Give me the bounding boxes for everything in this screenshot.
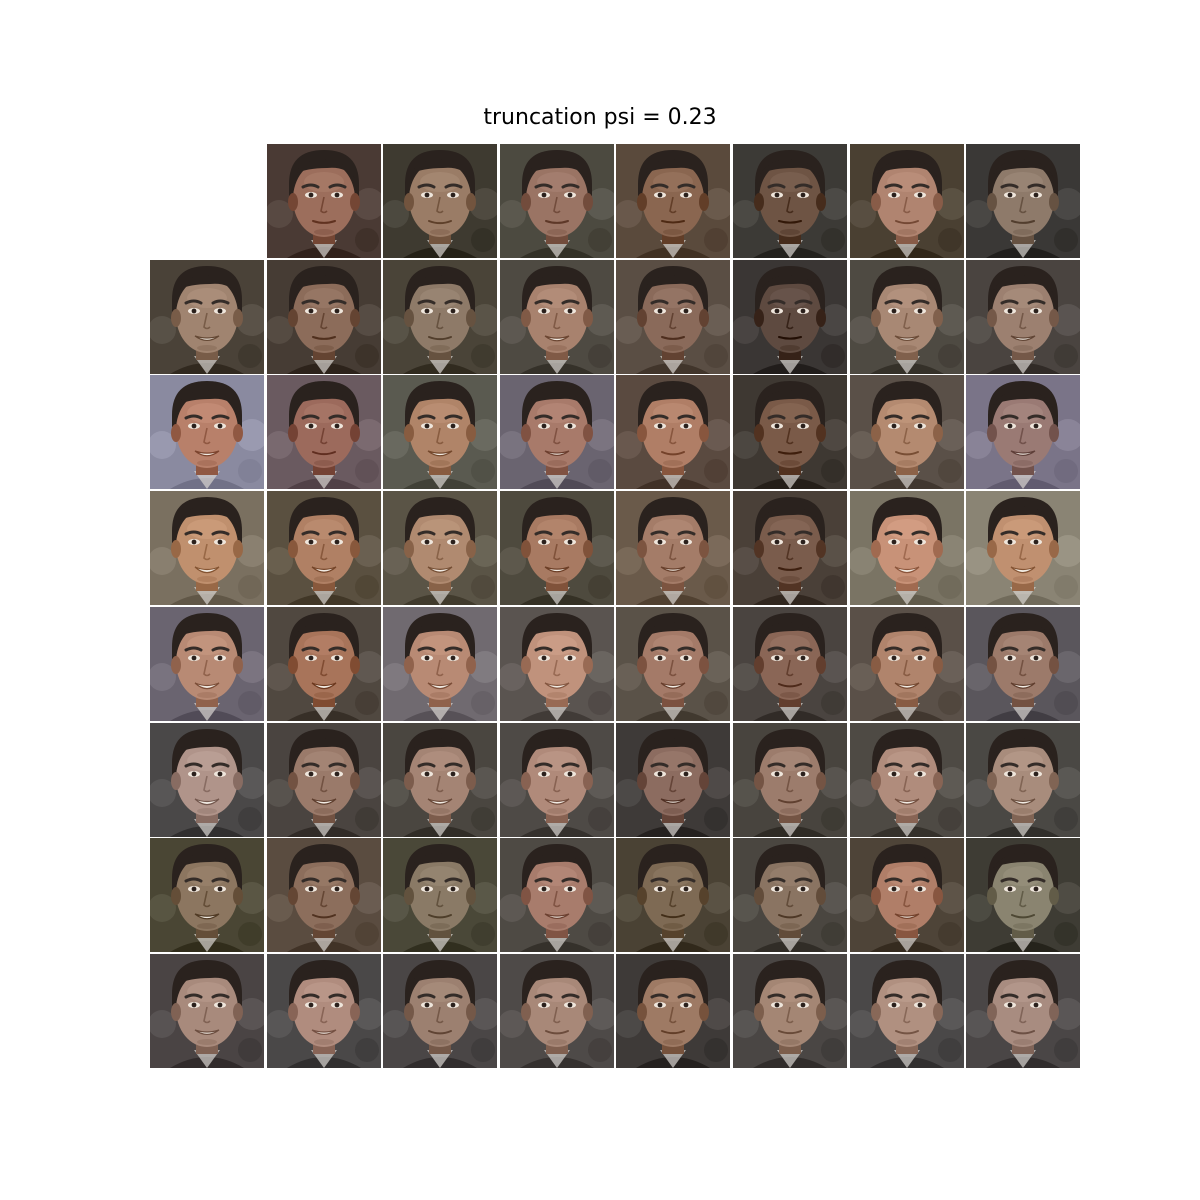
face-image-tile xyxy=(150,491,264,605)
face-image-tile xyxy=(966,260,1080,374)
face-image-grid xyxy=(150,144,1080,1068)
face-image-tile xyxy=(616,144,730,258)
face-image-tile xyxy=(966,607,1080,721)
face-image-tile xyxy=(966,491,1080,605)
face-image-tile xyxy=(267,375,381,489)
face-image-tile xyxy=(850,838,964,952)
face-image-tile xyxy=(267,838,381,952)
face-image-tile xyxy=(383,375,497,489)
face-image-tile xyxy=(733,954,847,1068)
face-image-tile xyxy=(616,723,730,837)
face-image-tile xyxy=(150,375,264,489)
face-image-tile xyxy=(616,375,730,489)
face-image-tile xyxy=(150,723,264,837)
face-image-tile xyxy=(966,375,1080,489)
face-image-tile xyxy=(150,954,264,1068)
face-image-tile xyxy=(383,260,497,374)
face-image-tile xyxy=(383,838,497,952)
face-image-tile xyxy=(267,723,381,837)
face-image-tile xyxy=(150,260,264,374)
face-image-tile xyxy=(616,954,730,1068)
face-image-tile xyxy=(383,607,497,721)
face-image-tile xyxy=(616,607,730,721)
face-image-tile xyxy=(850,954,964,1068)
face-image-tile xyxy=(616,260,730,374)
face-image-tile xyxy=(733,260,847,374)
face-image-tile xyxy=(733,838,847,952)
face-image-tile xyxy=(267,144,381,258)
face-image-tile xyxy=(500,838,614,952)
face-image-tile xyxy=(616,838,730,952)
face-image-tile xyxy=(966,954,1080,1068)
face-image-tile xyxy=(850,144,964,258)
face-image-tile xyxy=(500,723,614,837)
face-image-tile xyxy=(150,607,264,721)
face-image-tile xyxy=(850,375,964,489)
face-image-tile xyxy=(150,838,264,952)
face-image-tile xyxy=(850,607,964,721)
face-image-tile xyxy=(500,491,614,605)
figure-title: truncation psi = 0.23 xyxy=(483,105,717,130)
face-image-tile xyxy=(733,375,847,489)
face-image-tile xyxy=(267,491,381,605)
face-image-tile xyxy=(966,723,1080,837)
face-image-tile xyxy=(850,723,964,837)
face-image-tile xyxy=(383,144,497,258)
face-image-tile xyxy=(966,838,1080,952)
face-image-tile xyxy=(500,260,614,374)
face-image-tile xyxy=(500,607,614,721)
face-image-tile xyxy=(850,260,964,374)
face-image-tile xyxy=(500,144,614,258)
face-image-tile xyxy=(267,607,381,721)
face-image-tile xyxy=(733,723,847,837)
face-image-tile xyxy=(616,491,730,605)
face-image-tile xyxy=(500,375,614,489)
face-image-tile xyxy=(733,607,847,721)
face-image-tile xyxy=(733,491,847,605)
face-image-tile xyxy=(383,954,497,1068)
face-image-tile xyxy=(383,723,497,837)
face-image-tile xyxy=(733,144,847,258)
face-image-tile xyxy=(383,491,497,605)
face-image-tile xyxy=(267,260,381,374)
face-image-tile xyxy=(267,954,381,1068)
face-image-tile xyxy=(850,491,964,605)
face-image-tile xyxy=(500,954,614,1068)
face-image-tile xyxy=(966,144,1080,258)
